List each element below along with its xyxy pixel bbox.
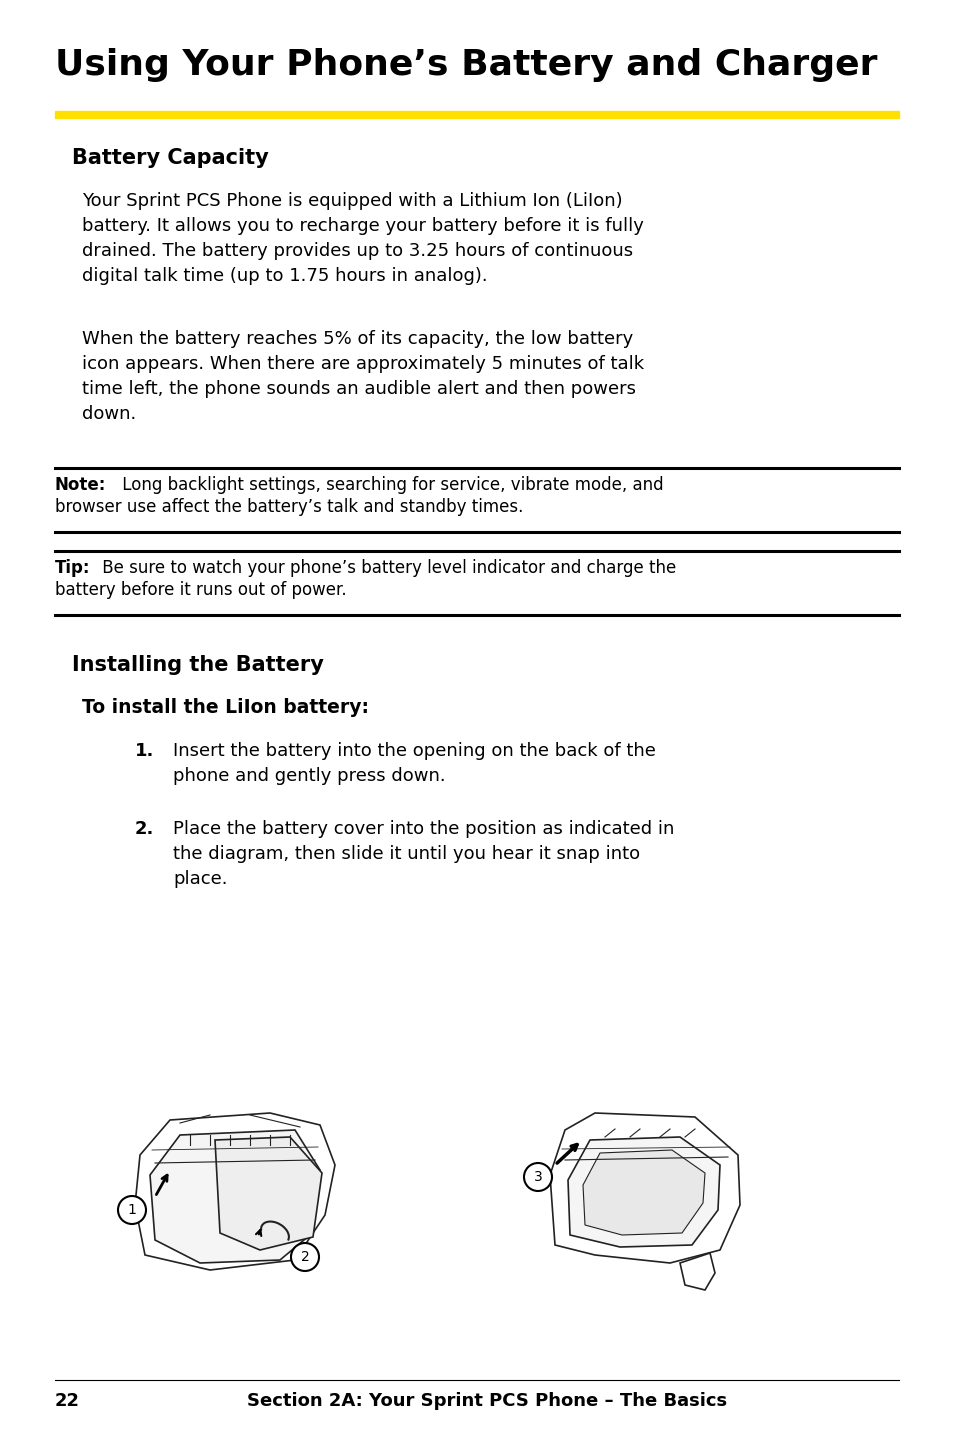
Text: To install the LiIon battery:: To install the LiIon battery:	[82, 698, 369, 717]
Polygon shape	[214, 1138, 322, 1251]
Text: down.: down.	[82, 405, 136, 424]
Text: Section 2A: Your Sprint PCS Phone – The Basics: Section 2A: Your Sprint PCS Phone – The …	[247, 1392, 726, 1410]
Polygon shape	[135, 1113, 335, 1269]
Text: drained. The battery provides up to 3.25 hours of continuous: drained. The battery provides up to 3.25…	[82, 242, 633, 260]
Polygon shape	[550, 1113, 740, 1264]
Text: Using Your Phone’s Battery and Charger: Using Your Phone’s Battery and Charger	[55, 49, 877, 82]
Text: Note:: Note:	[55, 477, 107, 494]
Text: phone and gently press down.: phone and gently press down.	[172, 767, 445, 786]
Text: time left, the phone sounds an audible alert and then powers: time left, the phone sounds an audible a…	[82, 381, 636, 398]
Text: place.: place.	[172, 870, 227, 889]
Circle shape	[118, 1196, 146, 1224]
Text: battery before it runs out of power.: battery before it runs out of power.	[55, 581, 346, 600]
Text: Tip:: Tip:	[55, 560, 91, 577]
Text: Your Sprint PCS Phone is equipped with a Lithium Ion (LiIon): Your Sprint PCS Phone is equipped with a…	[82, 192, 622, 210]
Text: Installing the Battery: Installing the Battery	[71, 655, 323, 675]
Text: When the battery reaches 5% of its capacity, the low battery: When the battery reaches 5% of its capac…	[82, 331, 633, 348]
Text: 3: 3	[533, 1171, 542, 1183]
Text: 2.: 2.	[135, 820, 154, 839]
Text: 1: 1	[128, 1203, 136, 1216]
Polygon shape	[582, 1151, 704, 1235]
Text: digital talk time (up to 1.75 hours in analog).: digital talk time (up to 1.75 hours in a…	[82, 268, 487, 285]
Text: battery. It allows you to recharge your battery before it is fully: battery. It allows you to recharge your …	[82, 218, 643, 235]
Circle shape	[291, 1244, 318, 1271]
Text: the diagram, then slide it until you hear it snap into: the diagram, then slide it until you hea…	[172, 844, 639, 863]
Polygon shape	[150, 1130, 319, 1264]
Bar	[55, 112, 898, 117]
Polygon shape	[567, 1138, 720, 1246]
Text: icon appears. When there are approximately 5 minutes of talk: icon appears. When there are approximate…	[82, 355, 643, 373]
Text: 2: 2	[300, 1251, 309, 1264]
Text: 1.: 1.	[135, 743, 154, 760]
Circle shape	[523, 1163, 552, 1191]
Text: browser use affect the battery’s talk and standby times.: browser use affect the battery’s talk an…	[55, 498, 523, 517]
Polygon shape	[679, 1254, 714, 1289]
Text: Insert the battery into the opening on the back of the: Insert the battery into the opening on t…	[172, 743, 656, 760]
Text: Place the battery cover into the position as indicated in: Place the battery cover into the positio…	[172, 820, 674, 839]
Text: 22: 22	[55, 1392, 80, 1410]
Text: Long backlight settings, searching for service, vibrate mode, and: Long backlight settings, searching for s…	[117, 477, 663, 494]
Text: Battery Capacity: Battery Capacity	[71, 147, 269, 167]
Text: Be sure to watch your phone’s battery level indicator and charge the: Be sure to watch your phone’s battery le…	[97, 560, 676, 577]
